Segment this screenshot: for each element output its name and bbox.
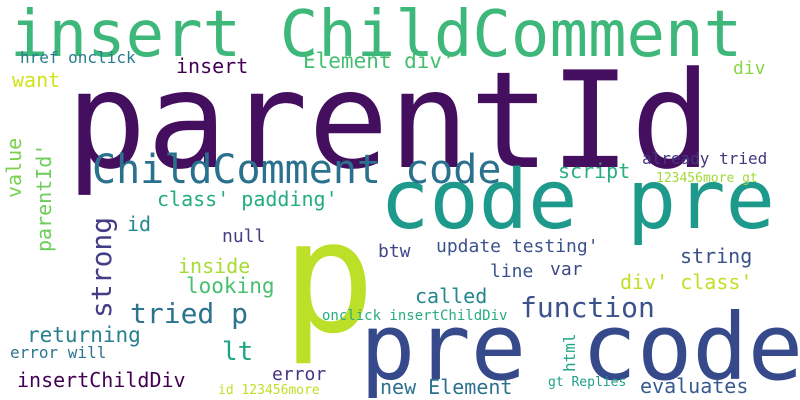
- word: var: [550, 259, 583, 280]
- word: parentId: [66, 43, 712, 199]
- word-vertical: value: [2, 137, 26, 198]
- word: null: [222, 226, 266, 247]
- word: already tried: [642, 149, 768, 168]
- word: lt: [222, 337, 254, 367]
- word: want: [12, 68, 61, 92]
- word: Element div': [303, 49, 455, 73]
- word: string: [680, 244, 753, 268]
- word-vertical: parentId': [32, 143, 56, 252]
- word-vertical: html: [560, 333, 579, 372]
- word: script: [558, 159, 631, 183]
- word: btw: [378, 241, 411, 262]
- word: evaluates: [640, 374, 749, 398]
- word: function: [520, 291, 655, 324]
- word: error: [272, 364, 327, 385]
- word: error will: [10, 343, 107, 362]
- word: div: [733, 58, 766, 79]
- word: div' class': [620, 270, 753, 294]
- word: id: [127, 212, 152, 236]
- word: 123456more gt: [656, 171, 758, 186]
- word: id 123456more: [218, 383, 320, 398]
- word: insertChildDiv: [17, 368, 186, 392]
- word: inside: [178, 254, 251, 278]
- word: insert ChildComment: [10, 0, 743, 72]
- word: new Element: [380, 375, 513, 399]
- word: p: [282, 187, 376, 368]
- word: update testing': [436, 236, 599, 257]
- word: called: [415, 284, 488, 308]
- word: gt Replies: [548, 375, 627, 390]
- word: line: [490, 261, 534, 282]
- word: looking: [186, 274, 275, 298]
- word-vertical: strong: [85, 216, 118, 318]
- word: code pre: [380, 153, 775, 248]
- word: href onclick: [20, 48, 136, 67]
- word: ChildComment code: [92, 147, 502, 193]
- word: tried p: [130, 297, 249, 330]
- word: returning: [27, 323, 141, 347]
- word: class' padding': [157, 187, 338, 211]
- word: onclick insertChildDiv: [322, 308, 508, 324]
- word: pre code: [360, 294, 800, 400]
- word: insert: [176, 54, 249, 78]
